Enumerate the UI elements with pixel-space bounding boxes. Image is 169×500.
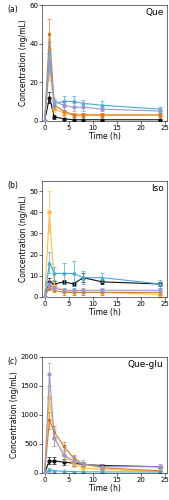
Text: Que-glu: Que-glu: [128, 360, 164, 370]
X-axis label: Time (h): Time (h): [89, 308, 121, 317]
X-axis label: Time (h): Time (h): [89, 132, 121, 141]
Text: (b): (b): [7, 181, 18, 190]
Y-axis label: Concentration (ng/mL): Concentration (ng/mL): [19, 20, 28, 106]
Text: (c): (c): [7, 357, 17, 366]
Text: Que: Que: [145, 8, 164, 18]
Text: (a): (a): [7, 5, 18, 14]
Y-axis label: Concentration (ng/mL): Concentration (ng/mL): [10, 372, 19, 458]
Y-axis label: Concentration (ng/mL): Concentration (ng/mL): [19, 196, 28, 282]
Text: Iso: Iso: [151, 184, 164, 194]
X-axis label: Time (h): Time (h): [89, 484, 121, 493]
